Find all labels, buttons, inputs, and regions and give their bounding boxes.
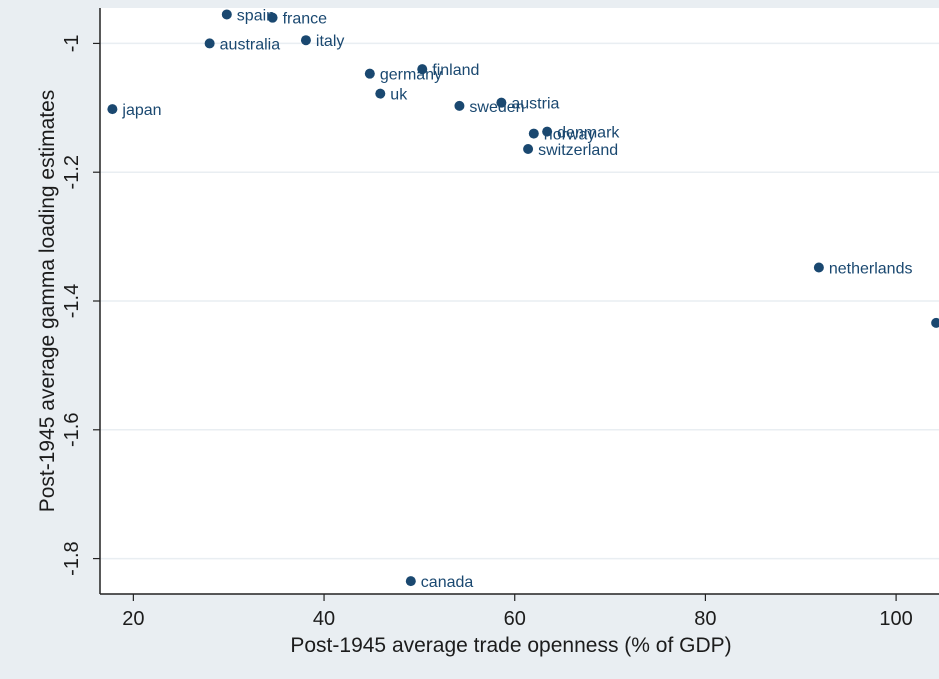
data-point-france — [267, 12, 278, 23]
point-label-switzerland: switzerland — [538, 142, 618, 159]
x-tick-label: 80 — [694, 608, 716, 630]
y-tick-label: -1.6 — [61, 413, 83, 447]
data-point-norway — [528, 128, 539, 139]
data-point-switzerland — [523, 144, 534, 155]
data-point-italy — [300, 35, 311, 46]
data-point-denmark — [542, 126, 553, 137]
y-tick-label: -1.2 — [61, 155, 83, 189]
point-label-uk: uk — [390, 87, 408, 104]
x-tick-label: 60 — [504, 608, 526, 630]
x-tick-label: 20 — [122, 608, 144, 630]
point-label-japan: japan — [121, 102, 161, 119]
data-point-uk — [375, 88, 386, 99]
data-point-sweden — [454, 100, 465, 111]
y-tick-label: -1.4 — [61, 284, 83, 318]
data-point-japan — [107, 104, 118, 115]
point-label-sweden: sweden — [469, 99, 524, 116]
y-axis-title: Post-1945 average gamma loading estimate… — [36, 90, 59, 513]
data-point-canada — [405, 576, 416, 587]
y-tick-label: -1 — [61, 35, 83, 53]
point-label-italy: italy — [316, 33, 344, 50]
x-tick-label: 40 — [313, 608, 335, 630]
point-label-denmark: denmark — [557, 125, 620, 142]
x-tick-label: 100 — [879, 608, 912, 630]
grid-lines — [100, 42, 939, 560]
point-label-netherlands: netherlands — [829, 261, 913, 278]
point-label-finland: finland — [432, 62, 479, 79]
point-label-france: france — [283, 11, 328, 28]
y-tick-label: -1.8 — [61, 541, 83, 575]
axis-ticks: -1 -1.2 -1.4 -1.6 -1.8 20 40 60 80 100 — [61, 35, 913, 630]
point-label-norway: norway — [544, 127, 596, 144]
data-point-germany — [364, 68, 375, 79]
point-label-spain: spain — [237, 7, 275, 24]
data-point-belgium — [931, 317, 939, 328]
x-axis-title: Post-1945 average trade openness (% of G… — [290, 634, 731, 657]
data-point-netherlands — [813, 262, 824, 273]
point-label-austria: austria — [511, 96, 559, 113]
data-point-spain — [221, 9, 232, 20]
data-point-australia — [204, 38, 215, 49]
data-point-finland — [417, 64, 428, 75]
data-point-austria — [496, 97, 507, 108]
point-label-canada: canada — [421, 574, 474, 591]
point-label-australia: australia — [220, 36, 281, 53]
